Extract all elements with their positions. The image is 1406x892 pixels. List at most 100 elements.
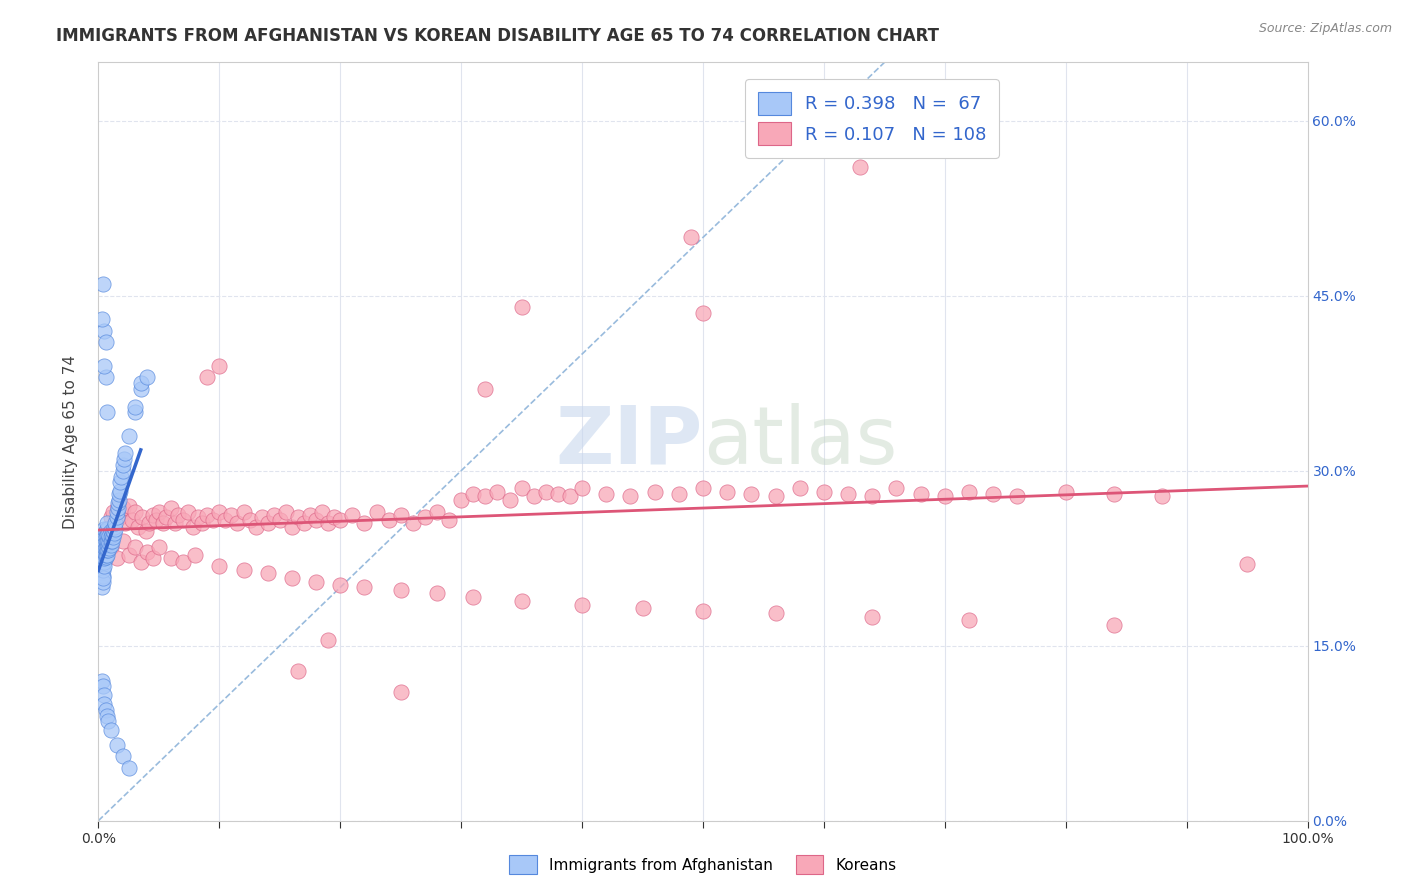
Point bbox=[124, 400, 146, 414]
Point bbox=[111, 501, 134, 516]
Point bbox=[389, 582, 412, 597]
Point bbox=[97, 538, 120, 552]
Point bbox=[221, 508, 243, 522]
Point bbox=[184, 548, 207, 562]
Point bbox=[226, 516, 249, 531]
Text: atlas: atlas bbox=[703, 402, 897, 481]
Point bbox=[692, 306, 714, 320]
Point bbox=[96, 533, 118, 548]
Point bbox=[353, 516, 375, 531]
Point bbox=[813, 484, 835, 499]
Point bbox=[129, 382, 152, 396]
Point bbox=[108, 492, 131, 507]
Point bbox=[202, 513, 225, 527]
Point bbox=[402, 516, 425, 531]
Point bbox=[181, 519, 204, 533]
Point bbox=[129, 555, 152, 569]
Point bbox=[100, 533, 122, 548]
Point bbox=[105, 510, 128, 524]
Point bbox=[463, 590, 485, 604]
Point bbox=[96, 538, 118, 552]
Point bbox=[104, 516, 127, 531]
Point bbox=[167, 508, 190, 522]
Point bbox=[910, 487, 932, 501]
Point bbox=[118, 428, 141, 442]
Point bbox=[142, 508, 165, 522]
Point bbox=[93, 359, 115, 373]
Point bbox=[523, 489, 546, 503]
Point bbox=[96, 528, 118, 542]
Point bbox=[232, 504, 254, 518]
Point bbox=[389, 508, 412, 522]
Point bbox=[100, 529, 122, 543]
Point bbox=[389, 685, 412, 699]
Point bbox=[105, 504, 128, 518]
Point bbox=[118, 548, 141, 562]
Point bbox=[152, 516, 174, 531]
Point bbox=[108, 510, 131, 524]
Point bbox=[118, 499, 141, 513]
Point bbox=[450, 492, 472, 507]
Point bbox=[316, 632, 339, 647]
Point bbox=[1007, 489, 1029, 503]
Point bbox=[287, 510, 309, 524]
Point bbox=[263, 508, 285, 522]
Point bbox=[91, 673, 114, 688]
Point bbox=[93, 540, 115, 554]
Point bbox=[124, 504, 146, 518]
Point bbox=[107, 501, 129, 516]
Point bbox=[131, 510, 153, 524]
Point bbox=[97, 714, 120, 729]
Point bbox=[114, 516, 136, 531]
Point bbox=[619, 489, 641, 503]
Point bbox=[91, 680, 114, 694]
Point bbox=[111, 464, 134, 478]
Point bbox=[886, 481, 908, 495]
Point bbox=[250, 510, 273, 524]
Point bbox=[1236, 557, 1258, 571]
Point bbox=[160, 551, 183, 566]
Point bbox=[135, 545, 157, 559]
Point bbox=[103, 525, 125, 540]
Point bbox=[93, 324, 115, 338]
Point bbox=[93, 545, 115, 559]
Point bbox=[366, 504, 388, 518]
Point bbox=[765, 489, 787, 503]
Text: ZIP: ZIP bbox=[555, 402, 703, 481]
Point bbox=[97, 543, 120, 558]
Point bbox=[93, 697, 115, 711]
Point bbox=[104, 516, 127, 531]
Point bbox=[114, 446, 136, 460]
Point bbox=[716, 484, 738, 499]
Point bbox=[103, 519, 125, 533]
Point bbox=[135, 524, 157, 539]
Point bbox=[98, 529, 121, 543]
Point bbox=[100, 533, 122, 548]
Point bbox=[138, 516, 160, 531]
Point bbox=[105, 738, 128, 752]
Point bbox=[208, 559, 231, 574]
Point bbox=[135, 370, 157, 384]
Point bbox=[177, 504, 200, 518]
Point bbox=[96, 543, 118, 558]
Point bbox=[93, 533, 115, 548]
Point bbox=[534, 484, 557, 499]
Point bbox=[510, 481, 533, 495]
Point bbox=[91, 571, 114, 585]
Legend: Immigrants from Afghanistan, Koreans: Immigrants from Afghanistan, Koreans bbox=[503, 849, 903, 880]
Point bbox=[93, 522, 115, 536]
Point bbox=[94, 370, 117, 384]
Point bbox=[292, 516, 315, 531]
Point bbox=[97, 528, 120, 542]
Text: IMMIGRANTS FROM AFGHANISTAN VS KOREAN DISABILITY AGE 65 TO 74 CORRELATION CHART: IMMIGRANTS FROM AFGHANISTAN VS KOREAN DI… bbox=[56, 27, 939, 45]
Point bbox=[94, 543, 117, 558]
Point bbox=[245, 519, 267, 533]
Point bbox=[111, 458, 134, 472]
Point bbox=[426, 504, 449, 518]
Point bbox=[96, 548, 118, 562]
Point bbox=[94, 540, 117, 554]
Point bbox=[474, 489, 496, 503]
Point bbox=[287, 665, 309, 679]
Point bbox=[256, 516, 278, 531]
Point bbox=[571, 598, 593, 612]
